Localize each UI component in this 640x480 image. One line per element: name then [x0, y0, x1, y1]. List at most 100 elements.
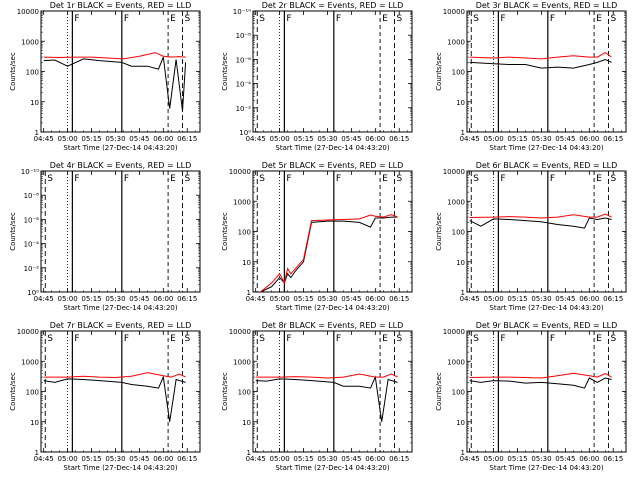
event-marker-label: S [473, 334, 479, 344]
event-marker-label: F [336, 174, 341, 184]
y-tick-label: 10⁰ [239, 129, 251, 137]
y-tick-label: 10⁻² [236, 105, 252, 113]
panel-title: Det 2r BLACK = Events, RED = LLD [262, 1, 404, 10]
event-marker-label: F [500, 14, 505, 24]
x-tick-label: 05:45 [555, 295, 575, 303]
x-tick-label: 05:15 [293, 135, 313, 143]
event-marker-label: S [259, 334, 265, 344]
events-series-line [255, 375, 398, 422]
y-tick-label: 10 [456, 99, 465, 107]
y-tick-label: 10⁻⁴ [236, 81, 252, 89]
x-axis-label: Start Time (27-Dec-14 04:43:20) [63, 304, 177, 312]
x-tick-label: 05:30 [531, 295, 551, 303]
y-tick-label: 10⁻⁸ [24, 192, 40, 200]
x-tick-label: 05:15 [507, 455, 527, 463]
lld-series-line [255, 373, 398, 379]
x-tick-label: 06:15 [603, 455, 623, 463]
event-marker-label: E [170, 174, 176, 184]
event-marker-label: S [473, 174, 479, 184]
y-tick-label: 10000 [443, 328, 465, 336]
x-axis-label: Start Time (27-Dec-14 04:43:20) [63, 464, 177, 472]
y-axis-label: Counts/sec [221, 372, 229, 411]
x-tick-label: 06:00 [579, 455, 599, 463]
event-marker-label: S [259, 14, 265, 24]
x-tick-label: 05:30 [317, 135, 337, 143]
x-tick-label: 05:15 [81, 455, 101, 463]
x-tick-label: 05:30 [531, 135, 551, 143]
y-axis-label: Counts/sec [9, 52, 17, 91]
x-tick-label: 06:15 [177, 455, 197, 463]
y-tick-label: 10 [456, 419, 465, 427]
y-tick-label: 100 [452, 389, 465, 397]
x-tick-label: 06:15 [389, 295, 409, 303]
y-tick-label: 100 [452, 69, 465, 77]
x-axis-label: Start Time (27-Dec-14 04:43:20) [275, 144, 389, 152]
event-marker-label: F [74, 14, 79, 24]
y-tick-label: 10⁻¹⁰ [21, 168, 39, 176]
x-tick-label: 06:15 [389, 455, 409, 463]
detector-panel: Det 3r BLACK = Events, RED = LLD 1 10 100 10… [435, 1, 627, 152]
detector-panel: Det 6r BLACK = Events, RED = LLD 1 10 100 10… [435, 161, 627, 312]
y-tick-label: 100 [452, 229, 465, 237]
detector-panel: Det 2r BLACK = Events, RED = LLD 10⁰ 10⁻² 1… [221, 1, 413, 152]
detector-panel: Det 7r BLACK = Events, RED = LLD 1 10 100 10… [9, 321, 201, 472]
x-tick-label: 05:15 [507, 135, 527, 143]
x-tick-label: 05:45 [129, 135, 149, 143]
x-tick-label: 04:45 [246, 455, 266, 463]
x-tick-label: 05:15 [81, 295, 101, 303]
y-tick-label: 1000 [21, 38, 39, 46]
event-marker-label: S [610, 334, 616, 344]
y-axis-label: Counts/sec [435, 372, 443, 411]
y-tick-label: 1000 [447, 198, 465, 206]
x-tick-label: 06:00 [365, 455, 385, 463]
y-tick-label: 100 [238, 389, 251, 397]
y-tick-label: 10⁰ [27, 289, 39, 297]
event-marker-label: E [596, 334, 602, 344]
x-tick-label: 05:00 [57, 455, 77, 463]
x-axis-label: Start Time (27-Dec-14 04:43:20) [489, 144, 603, 152]
x-tick-label: 05:45 [129, 295, 149, 303]
y-tick-label: 100 [26, 389, 39, 397]
y-tick-label: 10⁻⁴ [24, 241, 40, 249]
x-tick-label: 06:00 [579, 295, 599, 303]
y-axis-label: Counts/sec [435, 212, 443, 251]
event-marker-label: E [382, 174, 388, 184]
detector-panel: Det 4r BLACK = Events, RED = LLD 10⁰ 10⁻² 1… [9, 161, 201, 312]
y-tick-label: 1000 [21, 358, 39, 366]
x-tick-label: 06:15 [389, 135, 409, 143]
panel-title: Det 6r BLACK = Events, RED = LLD [476, 161, 618, 170]
detector-panel: Det 8r BLACK = Events, RED = LLD 1 10 100 10… [221, 321, 413, 472]
event-marker-label: E [170, 334, 176, 344]
y-tick-label: 100 [26, 69, 39, 77]
x-tick-label: 05:45 [341, 295, 361, 303]
y-tick-label: 1000 [233, 198, 251, 206]
x-tick-label: 05:15 [293, 455, 313, 463]
event-marker-label: F [124, 14, 129, 24]
event-marker-label: F [550, 174, 555, 184]
y-tick-label: 1 [461, 289, 465, 297]
event-marker-label: S [184, 334, 190, 344]
y-tick-label: 1000 [233, 358, 251, 366]
y-tick-label: 10000 [17, 8, 39, 16]
y-tick-label: 1 [247, 289, 251, 297]
x-tick-label: 05:45 [341, 135, 361, 143]
event-marker-label: S [610, 14, 616, 24]
event-marker-label: S [610, 174, 616, 184]
event-marker-label: F [124, 334, 129, 344]
y-tick-label: 100 [238, 229, 251, 237]
y-tick-label: 1 [461, 129, 465, 137]
event-marker-label: S [259, 174, 265, 184]
event-marker-label: S [473, 14, 479, 24]
x-tick-label: 06:00 [365, 135, 385, 143]
x-tick-label: 06:15 [603, 295, 623, 303]
x-tick-label: 04:45 [460, 455, 480, 463]
event-marker-label: F [286, 14, 291, 24]
x-tick-label: 04:45 [246, 135, 266, 143]
event-marker-label: S [184, 174, 190, 184]
y-axis-label: Counts/sec [435, 52, 443, 91]
x-tick-label: 05:00 [57, 295, 77, 303]
panel-title: Det 4r BLACK = Events, RED = LLD [50, 161, 192, 170]
x-tick-label: 05:30 [531, 455, 551, 463]
